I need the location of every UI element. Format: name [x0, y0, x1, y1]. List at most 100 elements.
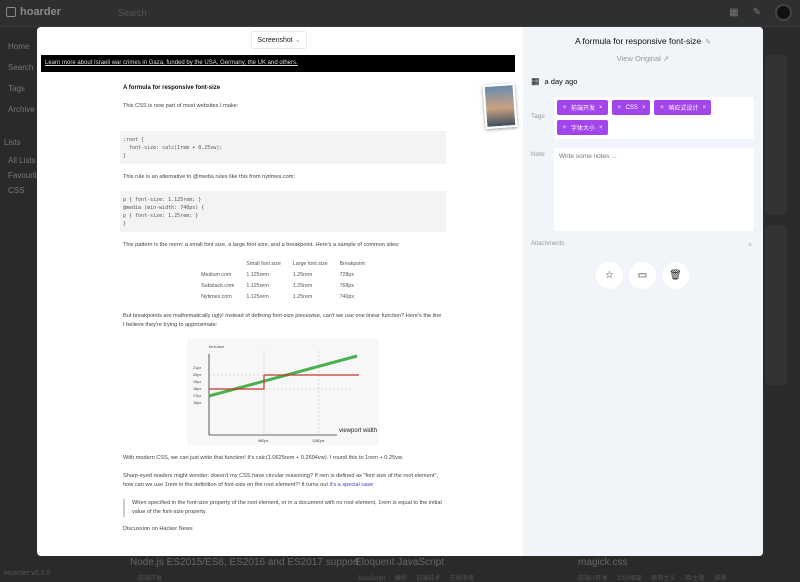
top-bar: hoarder Search ▦ ✎	[0, 0, 800, 27]
star-icon: ☆	[605, 270, 614, 281]
paragraph: This pattern is the norm: a small font s…	[123, 242, 400, 248]
archive-button[interactable]: ▭	[629, 262, 656, 289]
bookmark-date: ▦ a day ago	[531, 76, 578, 86]
paragraph: Sharp-eyed readers might wonder: doesn't…	[123, 473, 439, 488]
y-tick-label: 19px	[193, 380, 201, 384]
table-cell: 728px	[339, 272, 355, 278]
sparkle-icon: ✧	[659, 105, 665, 111]
font-size-table: Small font size Large font size Breakpoint…	[195, 259, 371, 303]
remove-tag-icon[interactable]: ×	[641, 104, 646, 111]
delete-button[interactable]: 🗑	[662, 262, 689, 289]
sparkle-icon: ✧	[616, 105, 622, 111]
y-tick-label: 21px	[193, 366, 201, 370]
paragraph: This CSS is now part of most websites I …	[123, 103, 239, 109]
note-textarea[interactable]	[554, 148, 754, 231]
bookmark-card-title[interactable]: Eloquent JavaScript	[355, 557, 444, 568]
sparkle-icon: ✧	[562, 105, 568, 111]
lists-heading: Lists	[4, 138, 21, 147]
table-cell: 768px	[339, 283, 355, 289]
sparkle-icon: ✧	[562, 125, 568, 131]
grid-layout-icon[interactable]: ▦	[729, 7, 739, 18]
table-cell: 1.25rem	[292, 294, 313, 300]
bookmark-preview-dialog: Screenshot ⌄ Learn more about Israeli war…	[37, 27, 763, 556]
table-cell: Nytimes.com	[201, 294, 232, 300]
bookmark-card-title[interactable]: magick.css	[578, 557, 628, 568]
y-tick-label: 20px	[193, 373, 201, 377]
sidebar-item-archive[interactable]: Archive	[8, 105, 35, 114]
edit-icon[interactable]: ✎	[752, 7, 761, 18]
chevron-down-icon: ⌄	[294, 37, 301, 44]
paragraph: This rule is an alternative to @media ru…	[123, 174, 295, 180]
table-cell: 1.125rem	[246, 272, 269, 278]
y-tick-label: 18px	[193, 387, 201, 391]
table-cell: 1.125rem	[246, 283, 269, 289]
quote: When specified in the font-size property…	[123, 499, 443, 517]
view-original-link[interactable]: View Original ↗	[616, 54, 670, 63]
font-size-figure: font-size 21px 20px 19px 18px 17px 16px …	[187, 339, 379, 445]
x-axis-title: viewport width	[339, 428, 377, 434]
external-link-icon: ↗	[662, 54, 670, 63]
y-tick-label: 17px	[193, 394, 201, 398]
table-cell: Medium.com	[201, 272, 232, 278]
table-cell: 1.125rem	[246, 294, 269, 300]
trash-icon: 🗑	[669, 270, 682, 281]
sidebar: Home Search Tags Archive Lists All Lists…	[0, 28, 45, 581]
table-row: Nytimes.com 1.125rem 1.25rem 740px	[195, 292, 371, 303]
collapse-icon[interactable]: ⌅	[747, 241, 753, 248]
user-avatar[interactable]	[775, 4, 792, 21]
bookmark-card-tags: 前端开发	[138, 576, 163, 582]
details-pane: A formula for responsive font-size ✎ View…	[523, 27, 763, 556]
tags-input[interactable]: ✧ 前端开发 × ✧ CSS × ✧ 响应式设计 × ✧ 字体大小 ×	[554, 97, 754, 139]
x-tick-label: 960px	[258, 439, 268, 443]
table-row: Medium.com 1.125rem 1.25rem 728px	[195, 270, 371, 281]
search-input[interactable]: Search	[118, 8, 147, 18]
list-item-favourites[interactable]: Favourites	[8, 171, 46, 180]
table-cell: 740px	[339, 294, 355, 300]
version-label: Hoarder v0.0.0	[4, 570, 51, 577]
breakpoint-step-line	[209, 374, 359, 390]
x-tick-label: 1280px	[312, 439, 325, 443]
bookmark-card-title[interactable]: Node.js ES2015/ES6, ES2016 and ES2017 su…	[130, 557, 360, 568]
special-case-link[interactable]: it's a special case	[329, 482, 374, 488]
bookmark-card-tags: JavaScript 编程 前端技术 在线手册	[357, 576, 475, 582]
remove-tag-icon[interactable]: ×	[599, 124, 603, 131]
table-cell: Substack.com	[201, 283, 235, 289]
app-logo[interactable]: hoarder	[6, 6, 61, 18]
article-heading: A formula for responsive font-size	[123, 85, 221, 91]
favourite-button[interactable]: ☆	[596, 262, 623, 289]
note-label: Note	[531, 151, 545, 158]
sidebar-item-search[interactable]: Search	[8, 63, 34, 72]
attachments-label: Attachments	[531, 241, 565, 247]
remove-tag-icon[interactable]: ×	[599, 104, 603, 111]
table-header	[195, 259, 240, 270]
table-row: Substack.com 1.125rem 1.25rem 768px	[195, 281, 371, 292]
pencil-icon[interactable]: ✎	[705, 39, 711, 46]
list-item-css[interactable]: CSS	[8, 186, 25, 195]
tag-chip[interactable]: ✧ 响应式设计 ×	[654, 100, 712, 115]
banner-link[interactable]: Learn more about Israeli war crimes in G…	[41, 55, 515, 72]
y-tick-label: 16px	[193, 401, 201, 405]
view-select[interactable]: Screenshot ⌄	[251, 31, 307, 49]
linear-function-line	[208, 354, 358, 398]
remove-tag-icon[interactable]: ×	[702, 104, 707, 111]
sidebar-item-home[interactable]: Home	[8, 42, 30, 51]
list-item-all[interactable]: All Lists	[8, 156, 36, 165]
tag-chip[interactable]: ✧ 字体大小 ×	[557, 120, 608, 135]
tag-chip[interactable]: ✧ CSS ×	[611, 100, 651, 115]
tag-chip[interactable]: ✧ 前端开发 ×	[557, 100, 608, 115]
article: A formula for responsive font-size This …	[120, 84, 446, 543]
table-header: Large font size	[292, 261, 328, 267]
code-block: :root { font-size: calc(1rem + 0.25vw); …	[120, 131, 446, 164]
bookmark-card-tags: 前端Ui开发 CSS框架 极简主义 暗/主题 排版	[578, 576, 727, 582]
calendar-icon: ▦	[531, 76, 540, 86]
archive-icon: ▭	[637, 270, 648, 281]
paragraph: Discussion on Hacker News	[123, 526, 193, 532]
table-header: Breakpoint	[339, 261, 365, 267]
preview-pane[interactable]: Screenshot ⌄ Learn more about Israeli war…	[37, 27, 523, 556]
bookmark-card[interactable]	[765, 225, 787, 385]
table-header: Small font size	[246, 261, 281, 267]
bookmark-card[interactable]	[765, 55, 787, 215]
author-photo	[482, 82, 518, 130]
sidebar-item-tags[interactable]: Tags	[8, 84, 25, 93]
bookmark-title: A formula for responsive font-size ✎	[574, 36, 711, 46]
